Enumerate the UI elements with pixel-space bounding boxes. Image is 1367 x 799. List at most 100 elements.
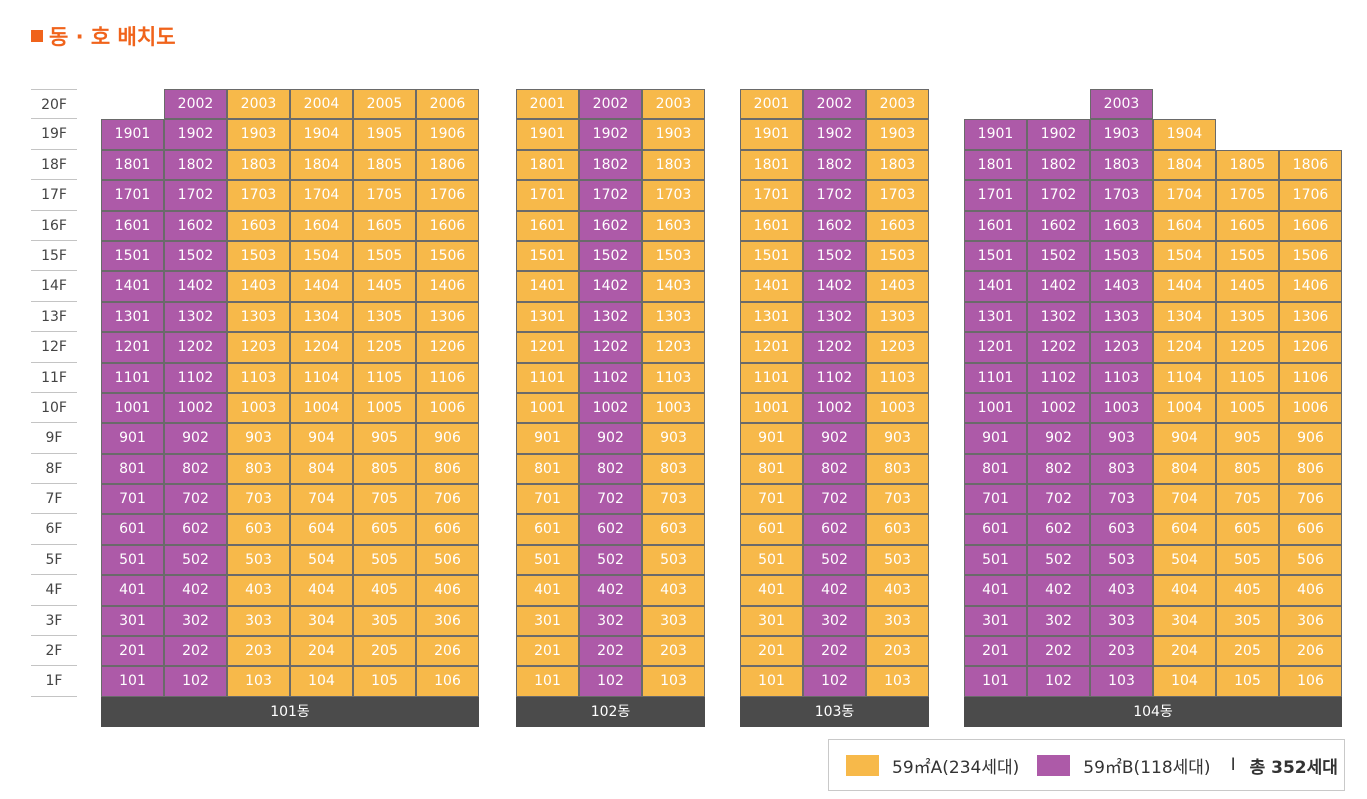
unit-cell: 1806 [416, 149, 479, 181]
unit-cell: 1704 [1153, 180, 1216, 211]
unit-cell: 102 [1027, 666, 1090, 697]
legend: 59㎡A(234세대) 59㎡B(118세대) I 총 352세대 [828, 739, 1345, 791]
unit-cell: 1301 [740, 301, 803, 333]
unit-cell: 503 [866, 544, 929, 576]
unit-cell: 1106 [1279, 362, 1342, 393]
unit-cell: 301 [964, 605, 1027, 637]
unit-cell: 702 [1027, 484, 1090, 515]
unit-cell: 1902 [579, 119, 642, 150]
unit-cell: 1403 [866, 271, 929, 302]
unit-cell: 1903 [642, 119, 705, 150]
unit-cell: 202 [164, 636, 227, 667]
unit-cell: 1004 [290, 392, 353, 424]
legend-item-a: 59㎡A(234세대) [846, 753, 1019, 778]
unit-cell: 1901 [516, 119, 579, 150]
unit-cell: 203 [227, 636, 290, 667]
unit-cell: 604 [290, 514, 353, 545]
unit-cell: 1803 [866, 149, 929, 181]
unit-cell: 1502 [1027, 240, 1090, 272]
unit-cell: 1501 [964, 240, 1027, 272]
unit-cell: 1301 [516, 301, 579, 333]
unit-cell: 1503 [642, 240, 705, 272]
legend-swatch-b [1037, 754, 1071, 776]
unit-cell: 1406 [416, 271, 479, 302]
unit-cell: 603 [866, 514, 929, 545]
title-text: 동 · 호 배치도 [49, 25, 176, 49]
unit-cell: 602 [1027, 514, 1090, 545]
unit-cell: 302 [1027, 605, 1090, 637]
unit-cell: 603 [642, 514, 705, 545]
unit-cell: 1606 [1279, 210, 1342, 241]
legend-item-b: 59㎡B(118세대) [1037, 753, 1211, 778]
unit-cell: 403 [866, 575, 929, 606]
unit-cell: 1204 [1153, 332, 1216, 363]
unit-cell: 801 [964, 453, 1027, 485]
unit-cell: 703 [1090, 484, 1153, 515]
unit-cell: 1603 [227, 210, 290, 241]
unit-cell: 1403 [1090, 271, 1153, 302]
unit-cell: 1406 [1279, 271, 1342, 302]
unit-cell: 206 [1279, 636, 1342, 667]
unit-cell: 601 [740, 514, 803, 545]
unit-cell: 602 [579, 514, 642, 545]
unit-cell: 406 [1279, 575, 1342, 606]
unit-cell: 303 [642, 605, 705, 637]
unit-cell: 1404 [1153, 271, 1216, 302]
unit-cell: 1202 [1027, 332, 1090, 363]
unit-cell: 1006 [1279, 392, 1342, 424]
unit-cell: 1704 [290, 180, 353, 211]
unit-cell: 1001 [964, 392, 1027, 424]
unit-cell: 1201 [740, 332, 803, 363]
unit-cell: 1105 [1216, 362, 1279, 393]
unit-cell: 1602 [803, 210, 866, 241]
empty-cell [1279, 119, 1342, 149]
unit-cell: 1604 [1153, 210, 1216, 241]
unit-cell: 1502 [803, 240, 866, 272]
unit-cell: 506 [416, 544, 479, 576]
unit-cell: 705 [353, 484, 416, 515]
unit-cell: 1102 [1027, 362, 1090, 393]
unit-cell: 1402 [579, 271, 642, 302]
unit-cell: 302 [803, 605, 866, 637]
unit-cell: 505 [353, 544, 416, 576]
unit-cell: 1503 [227, 240, 290, 272]
unit-cell: 1201 [964, 332, 1027, 363]
unit-cell: 1206 [1279, 332, 1342, 363]
unit-cell: 1602 [164, 210, 227, 241]
unit-cell: 901 [740, 423, 803, 454]
floor-label: 16F [31, 211, 77, 241]
unit-cell: 905 [1216, 423, 1279, 454]
title-square-icon [31, 30, 43, 42]
unit-cell: 1203 [642, 332, 705, 363]
unit-cell: 1101 [740, 362, 803, 393]
unit-cell: 1806 [1279, 149, 1342, 181]
floor-label: 1F [31, 666, 77, 697]
unit-cell: 405 [353, 575, 416, 606]
unit-cell: 1601 [516, 210, 579, 241]
unit-cell: 702 [164, 484, 227, 515]
empty-cell [1216, 89, 1279, 119]
unit-cell: 1301 [101, 301, 164, 333]
legend-separator: I [1230, 755, 1236, 775]
unit-cell: 1005 [1216, 392, 1279, 424]
unit-cell: 1602 [579, 210, 642, 241]
unit-cell: 305 [1216, 605, 1279, 637]
unit-cell: 303 [227, 605, 290, 637]
unit-cell: 502 [164, 544, 227, 576]
unit-cell: 1801 [101, 149, 164, 181]
unit-cell: 503 [642, 544, 705, 576]
unit-cell: 401 [740, 575, 803, 606]
unit-cell: 801 [101, 453, 164, 485]
unit-cell: 1403 [227, 271, 290, 302]
unit-cell: 701 [516, 484, 579, 515]
unit-cell: 1802 [579, 149, 642, 181]
unit-cell: 1501 [516, 240, 579, 272]
unit-cell: 1705 [353, 180, 416, 211]
unit-cell: 601 [101, 514, 164, 545]
unit-cell: 706 [1279, 484, 1342, 515]
unit-cell: 404 [290, 575, 353, 606]
unit-cell: 1003 [866, 392, 929, 424]
unit-cell: 2003 [1090, 89, 1153, 120]
unit-cell: 1603 [642, 210, 705, 241]
unit-cell: 801 [516, 453, 579, 485]
